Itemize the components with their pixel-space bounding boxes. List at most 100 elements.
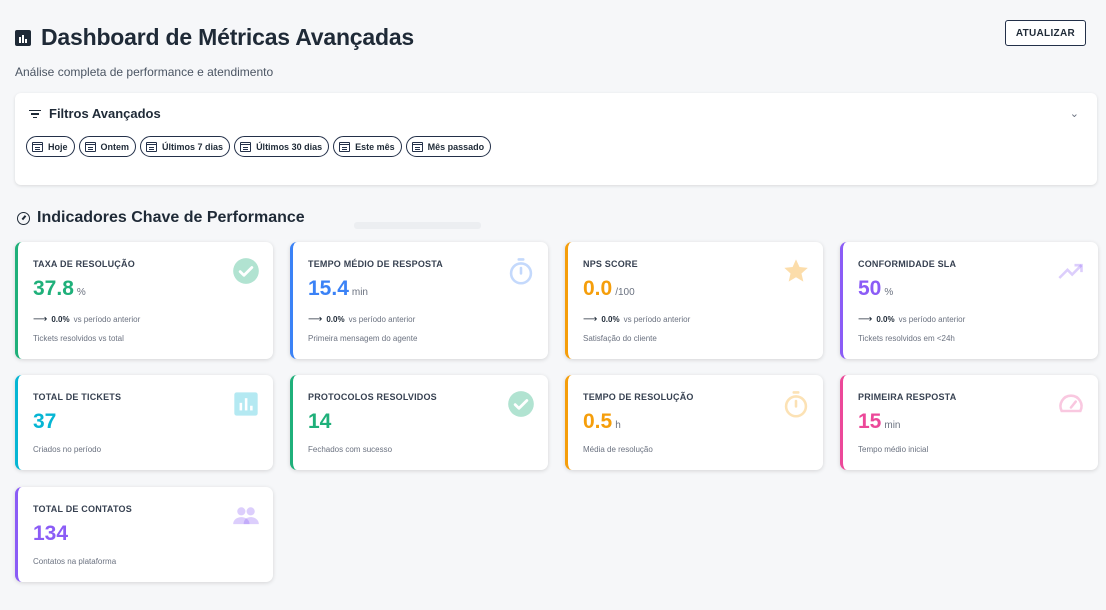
kpi-label: PRIMEIRA RESPOSTA: [858, 392, 957, 402]
kpi-description: Tickets resolvidos vs total: [33, 334, 124, 343]
kpi-trend-label: vs período anterior: [898, 315, 966, 324]
kpi-card: TEMPO DE RESOLUÇÃO 0.5 h Média de resolução: [565, 375, 823, 470]
arrow-right-icon: ⟶: [33, 313, 48, 325]
calendar-icon: [240, 141, 252, 152]
kpi-label: NPS SCORE: [583, 259, 638, 269]
page-title: Dashboard de Métricas Avançadas: [41, 24, 415, 50]
kpi-value: 0.0: [583, 277, 613, 300]
kpi-card: CONFORMIDADE SLA 50% ⟶ 0.0% vs período anter…: [840, 242, 1098, 359]
bar-chart-icon: [232, 390, 260, 418]
kpi-trend: ⟶ 0.0% vs período anterior: [308, 313, 416, 325]
loading-placeholder: [354, 222, 481, 229]
kpi-value: 134: [33, 522, 69, 545]
kpi-description: Contatos na plataforma: [33, 557, 117, 566]
arrow-right-icon: ⟶: [858, 313, 873, 325]
filters-panel: Filtros Avançados ⌄ Hoje Ontem Últimos 7 d…: [15, 93, 1097, 185]
filter-icon: [29, 109, 41, 119]
calendar-icon: [411, 141, 423, 152]
page-header: Dashboard de Métricas Avançadas Análise …: [15, 24, 1086, 79]
kpi-value: 37.8: [33, 277, 74, 300]
calendar-icon: [339, 141, 351, 152]
speedometer-icon: [1057, 390, 1085, 418]
filter-chip-label: Este mês: [355, 141, 395, 152]
filter-chip-label: Hoje: [48, 141, 68, 152]
calendar-icon: [32, 141, 43, 152]
refresh-button[interactable]: ATUALIZAR: [1004, 20, 1086, 46]
filter-chip[interactable]: Ontem: [78, 136, 137, 157]
filter-chip-label: Mês passado: [427, 141, 485, 152]
check-circle-icon: [232, 257, 260, 285]
kpi-label: TOTAL DE CONTATOS: [33, 504, 132, 514]
kpi-trend: ⟶ 0.0% vs período anterior: [583, 313, 691, 325]
kpi-label: TEMPO DE RESOLUÇÃO: [583, 392, 694, 402]
analytics-icon: [15, 29, 31, 46]
kpi-description: Tickets resolvidos em <24h: [858, 334, 955, 343]
kpi-trend: ⟶ 0.0% vs período anterior: [858, 313, 966, 325]
filters-title: Filtros Avançados: [49, 106, 161, 121]
kpi-trend-value: 0.0%: [876, 315, 895, 324]
kpi-card: TAXA DE RESOLUÇÃO 37.8% ⟶ 0.0% vs período an…: [15, 242, 273, 359]
trending-up-icon: [1057, 257, 1085, 285]
kpi-label: TAXA DE RESOLUÇÃO: [33, 259, 135, 269]
kpi-unit: min: [351, 287, 368, 298]
calendar-icon: [84, 141, 96, 152]
kpi-trend-value: 0.0%: [326, 315, 345, 324]
calendar-icon: [146, 141, 158, 152]
filter-chip[interactable]: Este mês: [333, 136, 402, 157]
kpi-description: Primeira mensagem do agente: [308, 334, 418, 343]
kpi-trend-label: vs período anterior: [623, 315, 691, 324]
filter-chip[interactable]: Mês passado: [405, 136, 492, 157]
speedometer-icon: [17, 211, 30, 225]
kpi-unit: %: [76, 287, 86, 298]
kpi-card: TOTAL DE TICKETS 37 Criados no período: [15, 375, 273, 470]
filter-chip[interactable]: Últimos 30 dias: [234, 136, 330, 157]
star-icon: [782, 257, 810, 285]
arrow-right-icon: ⟶: [308, 313, 323, 325]
kpi-value: 0.5: [583, 410, 613, 433]
filter-chip[interactable]: Últimos 7 dias: [140, 136, 231, 157]
kpi-label: PROTOCOLOS RESOLVIDOS: [308, 392, 437, 402]
chevron-down-icon[interactable]: ⌄: [1069, 108, 1079, 120]
kpi-description: Fechados com sucesso: [308, 445, 393, 454]
kpi-card: TEMPO MÉDIO DE RESPOSTA 15.4 min ⟶ 0.0% vs pe…: [290, 242, 548, 359]
kpi-trend-value: 0.0%: [601, 315, 620, 324]
kpi-trend-value: 0.0%: [51, 315, 70, 324]
page-subtitle: Análise completa de performance e atendi…: [15, 65, 274, 79]
kpi-trend: ⟶ 0.0% vs período anterior: [33, 313, 141, 325]
kpi-trend-label: vs período anterior: [73, 315, 141, 324]
kpi-description: Média de resolução: [583, 445, 653, 454]
kpi-description: Tempo médio inicial: [858, 445, 929, 454]
date-filter-chips: Hoje Ontem Últimos 7 dias Últimos 30 dias Es…: [26, 136, 492, 157]
filter-chip-label: Ontem: [100, 141, 130, 152]
kpi-value: 14: [308, 410, 332, 433]
kpi-label: CONFORMIDADE SLA: [858, 259, 957, 269]
kpi-unit: %: [884, 287, 894, 298]
kpi-value: 37: [33, 410, 57, 433]
kpi-trend-label: vs período anterior: [348, 315, 416, 324]
kpi-label: TEMPO MÉDIO DE RESPOSTA: [308, 259, 443, 269]
kpi-label: TOTAL DE TICKETS: [33, 392, 122, 402]
check-circle-icon: [507, 390, 535, 418]
kpi-unit: /100: [615, 287, 635, 298]
arrow-right-icon: ⟶: [583, 313, 598, 325]
people-icon: [232, 502, 260, 530]
kpi-description: Criados no período: [33, 445, 102, 454]
kpi-card: TOTAL DE CONTATOS 134 Contatos na platafor…: [15, 487, 273, 582]
kpi-card: PROTOCOLOS RESOLVIDOS 14 Fechados com suce…: [290, 375, 548, 470]
filter-chip-label: Últimos 7 dias: [162, 141, 224, 152]
section-title: Indicadores Chave de Performance: [37, 209, 305, 226]
kpi-value: 15.4: [308, 277, 349, 300]
kpi-unit: h: [615, 420, 621, 431]
kpi-value: 50: [858, 277, 882, 300]
kpi-value: 15: [858, 410, 882, 433]
kpi-unit: min: [884, 420, 901, 431]
filters-header[interactable]: Filtros Avançados: [29, 106, 161, 121]
kpi-card: NPS SCORE 0.0/100 ⟶ 0.0% vs período anterior…: [565, 242, 823, 359]
filter-chip[interactable]: Hoje: [26, 136, 75, 157]
timer-icon: [507, 257, 535, 285]
filter-chip-label: Últimos 30 dias: [256, 141, 323, 152]
timer-icon: [782, 390, 810, 418]
kpi-card: PRIMEIRA RESPOSTA 15 min Tempo médio inicia…: [840, 375, 1098, 470]
kpi-description: Satisfação do cliente: [583, 334, 657, 343]
section-heading: Indicadores Chave de Performance: [17, 209, 305, 227]
